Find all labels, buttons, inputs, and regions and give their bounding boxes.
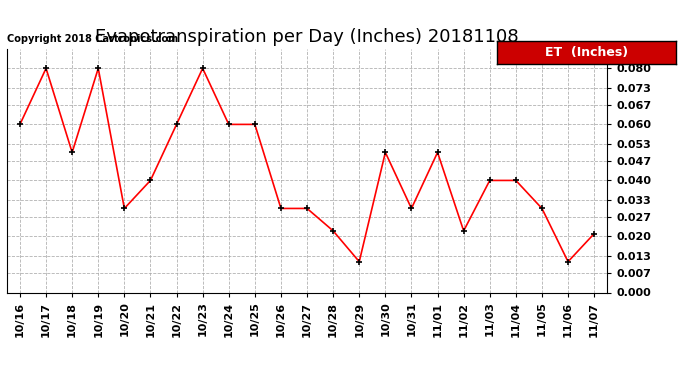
Text: ET  (Inches): ET (Inches): [545, 46, 628, 59]
Title: Evapotranspiration per Day (Inches) 20181108: Evapotranspiration per Day (Inches) 2018…: [95, 28, 519, 46]
Text: Copyright 2018 Cartronics.com: Copyright 2018 Cartronics.com: [7, 34, 178, 44]
